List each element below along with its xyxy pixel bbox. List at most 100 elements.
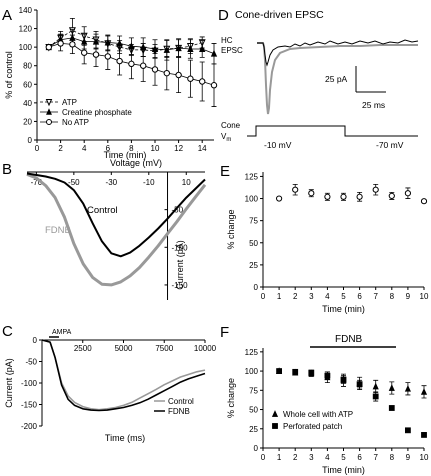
panel-a-point: [45, 43, 52, 51]
panel-d-step-voltage: -10 mV: [264, 140, 292, 150]
panel-a-point: [140, 62, 147, 69]
panel-e-point: [372, 186, 379, 193]
panel-e-axes: 0 25 50 75 100 125 0 1 2 3 4 5 6 7 8 9 10 Time (min) % cha…: [226, 172, 429, 314]
panel-f-point: [388, 384, 395, 391]
panel-f-point: [420, 388, 428, 395]
panel-a-point: [210, 82, 218, 89]
panel-d-title: Cone-driven EPSC: [235, 9, 324, 21]
panel-e-point: [404, 190, 411, 197]
panel-f-point: [421, 432, 427, 438]
panel-b-ylabel: Current (pA): [175, 240, 185, 290]
panel-f-series: [276, 367, 428, 438]
panel-d-vm-label: Vm: [221, 132, 231, 143]
panel-e-xtick-label: 4: [325, 292, 330, 301]
panel-f-xtick-label: 3: [309, 453, 314, 462]
panel-c-xtick-label: 2500: [74, 344, 92, 353]
panel-e-point: [324, 193, 331, 200]
panel-e-xtick-label: 10: [420, 292, 429, 301]
panel-e-point: [340, 193, 347, 200]
panel-b-xtick-label: -50: [68, 178, 80, 187]
panel-e-xtick-label: 8: [390, 292, 395, 301]
panel-e-xtick-label: 1: [277, 292, 282, 301]
panel-a-point: [128, 60, 135, 68]
panel-d-trace-gray: [257, 42, 418, 115]
panel-b: B Voltage (mV) -70 -50 -30 -10 10 -50 -100 -150…: [2, 158, 207, 300]
panel-c-letter: C: [2, 323, 13, 340]
panel-a-point: [81, 49, 88, 56]
panel-f-fdnb-label: FDNB: [335, 334, 363, 345]
panel-e-ytick-label: 25: [249, 261, 258, 270]
panel-e-point: [292, 186, 299, 193]
panel-c-legend-label: FDNB: [168, 407, 190, 416]
panel-b-xlabel: Voltage (mV): [110, 158, 162, 168]
panel-e-xtick-label: 3: [309, 292, 314, 301]
panel-a-point: [116, 39, 123, 47]
panel-a-xtick-label: 0: [35, 144, 40, 153]
panel-e-xtick-label: 2: [293, 292, 298, 301]
panel-f-xtick-label: 8: [390, 453, 395, 462]
panel-a-point: [57, 40, 64, 47]
panel-d-letter: D: [218, 7, 229, 24]
panel-d: D Cone-driven EPSC HC EPSC 25 pA 25 ms C…: [218, 7, 419, 150]
panel-a-xtick-label: 6: [106, 144, 111, 153]
panel-b-xtick-label: -70: [31, 178, 43, 187]
panel-d-epsc-label: EPSC: [221, 46, 243, 55]
panel-f-ytick-label: 125: [245, 348, 259, 357]
panel-f-point: [404, 427, 411, 434]
panel-f-legend-marker: [271, 410, 279, 417]
panel-e-letter: E: [220, 163, 230, 180]
panel-a-legend-marker: [45, 99, 53, 107]
panel-a-xtick-label: 12: [174, 144, 183, 153]
panel-c-trace-fdnb: [41, 339, 206, 412]
panel-a-ytick-label: 0: [28, 136, 33, 145]
panel-a-point: [69, 41, 76, 48]
panel-c-ytick-label: -50: [25, 358, 37, 367]
panel-c-series: [41, 339, 206, 412]
panel-c-xtick-label: 10000: [194, 344, 217, 353]
panel-a-ytick-label: 100: [19, 43, 33, 52]
panel-a-point: [210, 49, 218, 57]
panel-e: E 0 25 50 75 100 125 0 1 2 3 4 5 6 7 8 9 10 Time (min) % c…: [220, 163, 429, 314]
panel-f-point: [372, 393, 379, 400]
panel-c-axes: 0 -50 -100 -150 -200 2500 5000 7500 10000 Time (m…: [4, 336, 217, 443]
panel-d-scale-current: 25 pA: [325, 74, 348, 84]
panel-a-point: [187, 75, 194, 82]
panel-a-point: [116, 57, 123, 65]
panel-e-series: [276, 183, 428, 205]
panel-e-point: [356, 193, 363, 200]
panel-d-cone-label: Cone: [221, 121, 241, 130]
panel-b-trace-fdnb: [26, 172, 207, 287]
panel-a-xtick-label: 10: [151, 144, 160, 153]
panel-f-xlabel: Time (min): [322, 465, 365, 475]
panel-a-point: [175, 44, 182, 52]
panel-b-letter: B: [2, 161, 12, 178]
panel-f-xtick-label: 0: [261, 453, 266, 462]
panel-e-ytick-label: 100: [245, 195, 259, 204]
panel-c-xtick-label: 5000: [115, 344, 133, 353]
panel-a-legend-label: ATP: [62, 98, 77, 107]
panel-a-series: [45, 17, 218, 107]
panel-a-point: [199, 45, 206, 52]
panel-f-legend-label: Whole cell with ATP: [283, 410, 353, 419]
panel-a-axes: 0 20 40 60 80 100 120 140 0 2 4 6 8 10 12 14 Time (min)%…: [4, 6, 214, 160]
panel-c-trace-control: [41, 339, 206, 411]
panel-d-voltage-step: [247, 125, 418, 137]
panel-a-ytick-label: 140: [19, 6, 33, 15]
panel-e-point: [308, 190, 315, 197]
panel-a-point: [187, 45, 194, 52]
panel-b-ytick-label: -100: [172, 243, 189, 252]
panel-b-series: [26, 172, 207, 287]
panel-e-xtick-label: 7: [373, 292, 378, 301]
panel-c-legend-label: Control: [168, 397, 194, 406]
panel-e-ytick-label: 75: [249, 217, 258, 226]
panel-a-ylabel: % of control: [4, 51, 14, 99]
panel-f-point: [276, 368, 282, 374]
panel-a-point: [104, 53, 112, 60]
panel-c-ytick-label: -100: [21, 379, 38, 388]
panel-a-legend-label: No ATP: [62, 118, 89, 127]
panel-f-point: [308, 369, 315, 376]
panel-f-xtick-label: 4: [325, 453, 330, 462]
